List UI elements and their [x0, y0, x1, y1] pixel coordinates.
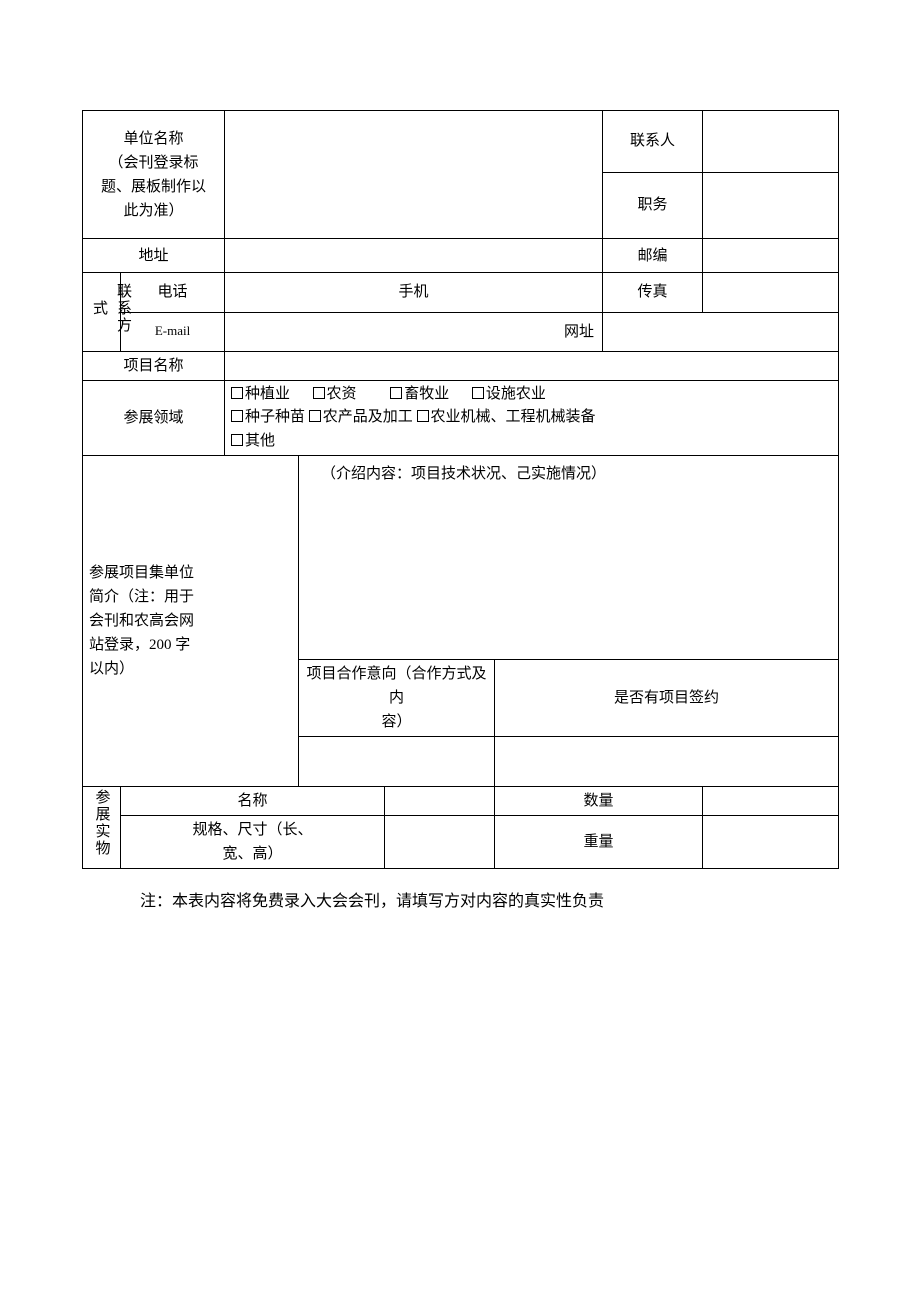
unit-name-label: 单位名称 （会刊登录标 题、展板制作以 此为准）: [83, 111, 225, 239]
obj-name-label: 名称: [121, 786, 385, 815]
has-sign-label: 是否有项目签约: [495, 659, 839, 736]
phone-label: 电话: [121, 273, 225, 313]
project-name-label: 项目名称: [83, 352, 225, 381]
obj-spec-value[interactable]: [385, 815, 495, 868]
address-value[interactable]: [225, 239, 603, 273]
website-value[interactable]: [603, 312, 839, 352]
footnote-text: 注：本表内容将免费录入大会会刊，请填写方对内容的真实性负责: [82, 887, 838, 911]
exhibition-form-table: 单位名称 （会刊登录标 题、展板制作以 此为准） 联系人 职务 地址 邮编 联系…: [82, 110, 839, 869]
contact-person-label: 联系人: [603, 111, 703, 173]
contact-method-label: 联系方式: [83, 273, 121, 352]
website-label: 网址: [225, 312, 603, 352]
zipcode-value[interactable]: [703, 239, 839, 273]
exhibit-object-label: 参展实物: [83, 786, 121, 868]
coop-intent-label: 项目合作意向（合作方式及内 容）: [299, 659, 495, 736]
profile-label: 参展项目集单位 简介（注：用于 会刊和农高会网 站登录，200 字 以内）: [83, 455, 299, 786]
project-name-value[interactable]: [225, 352, 839, 381]
obj-qty-value[interactable]: [703, 786, 839, 815]
zipcode-label: 邮编: [603, 239, 703, 273]
obj-weight-value[interactable]: [703, 815, 839, 868]
coop-intent-value[interactable]: [299, 736, 495, 786]
address-label: 地址: [83, 239, 225, 273]
obj-name-value[interactable]: [385, 786, 495, 815]
contact-person-value[interactable]: [703, 111, 839, 173]
obj-qty-label: 数量: [495, 786, 703, 815]
email-label: E-mail: [121, 312, 225, 352]
position-label: 职务: [603, 172, 703, 238]
exhibit-area-options[interactable]: 种植业 农资 畜牧业 设施农业 种子种苗 农产品及加工 农业机械、工程机械装备 …: [225, 381, 839, 456]
mobile-label: 手机: [225, 273, 603, 313]
intro-content[interactable]: （介绍内容：项目技术状况、己实施情况）: [299, 455, 839, 659]
position-value[interactable]: [703, 172, 839, 238]
unit-name-value[interactable]: [225, 111, 603, 239]
obj-spec-label: 规格、尺寸（长、 宽、高）: [121, 815, 385, 868]
obj-weight-label: 重量: [495, 815, 703, 868]
fax-label: 传真: [603, 273, 703, 313]
exhibit-area-label: 参展领域: [83, 381, 225, 456]
has-sign-value[interactable]: [495, 736, 839, 786]
fax-value[interactable]: [703, 273, 839, 313]
